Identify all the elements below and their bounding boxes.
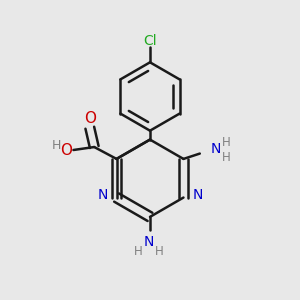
- Text: N: N: [210, 142, 220, 155]
- Text: Cl: Cl: [143, 34, 157, 48]
- Text: N: N: [143, 235, 154, 249]
- Text: N: N: [97, 188, 108, 202]
- Text: H: H: [134, 244, 142, 258]
- Text: H: H: [221, 151, 230, 164]
- Text: O: O: [60, 142, 72, 158]
- Text: H: H: [52, 139, 62, 152]
- Text: H: H: [221, 136, 230, 149]
- Text: O: O: [84, 111, 96, 126]
- Text: H: H: [154, 244, 163, 258]
- Text: N: N: [192, 188, 203, 202]
